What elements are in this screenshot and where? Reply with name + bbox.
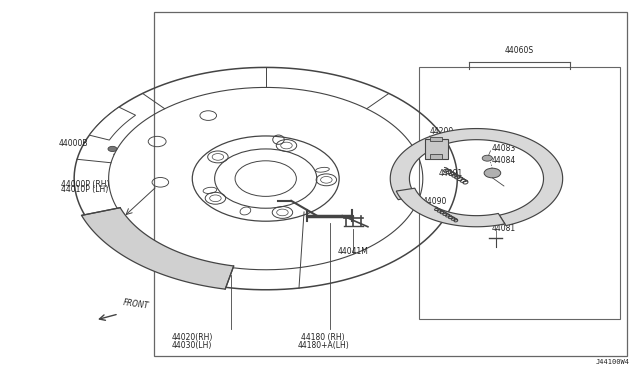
Circle shape — [321, 176, 332, 183]
Text: 44091: 44091 — [438, 169, 462, 178]
Circle shape — [212, 154, 223, 160]
Circle shape — [276, 209, 288, 216]
FancyBboxPatch shape — [431, 154, 442, 158]
Polygon shape — [81, 208, 234, 289]
Text: 44180+A(LH): 44180+A(LH) — [298, 341, 349, 350]
Bar — [154, 12, 627, 356]
Text: 44030(LH): 44030(LH) — [172, 341, 212, 350]
Text: 44084: 44084 — [491, 156, 515, 165]
Text: FRONT: FRONT — [122, 298, 149, 310]
Text: 44060S: 44060S — [505, 46, 534, 55]
Text: 44020(RH): 44020(RH) — [172, 333, 213, 343]
Text: 44180 (RH): 44180 (RH) — [301, 333, 345, 343]
Circle shape — [108, 146, 117, 151]
Text: 44000B: 44000B — [58, 139, 88, 148]
Text: J44100W4: J44100W4 — [596, 359, 630, 365]
Polygon shape — [396, 188, 505, 227]
Text: 44083: 44083 — [491, 144, 515, 153]
Polygon shape — [390, 129, 563, 225]
FancyBboxPatch shape — [431, 137, 442, 141]
Text: 44041M: 44041M — [338, 247, 369, 256]
Text: 44200: 44200 — [430, 126, 454, 136]
Polygon shape — [90, 107, 136, 140]
Bar — [419, 67, 620, 320]
Circle shape — [482, 155, 492, 161]
Text: 44081: 44081 — [491, 224, 515, 233]
Text: 44090: 44090 — [422, 197, 447, 206]
Circle shape — [210, 195, 221, 202]
Text: 44010P (LH): 44010P (LH) — [61, 185, 109, 194]
Circle shape — [484, 168, 500, 178]
Text: 44000P (RH): 44000P (RH) — [61, 180, 110, 189]
Circle shape — [281, 142, 292, 149]
FancyBboxPatch shape — [425, 138, 448, 159]
